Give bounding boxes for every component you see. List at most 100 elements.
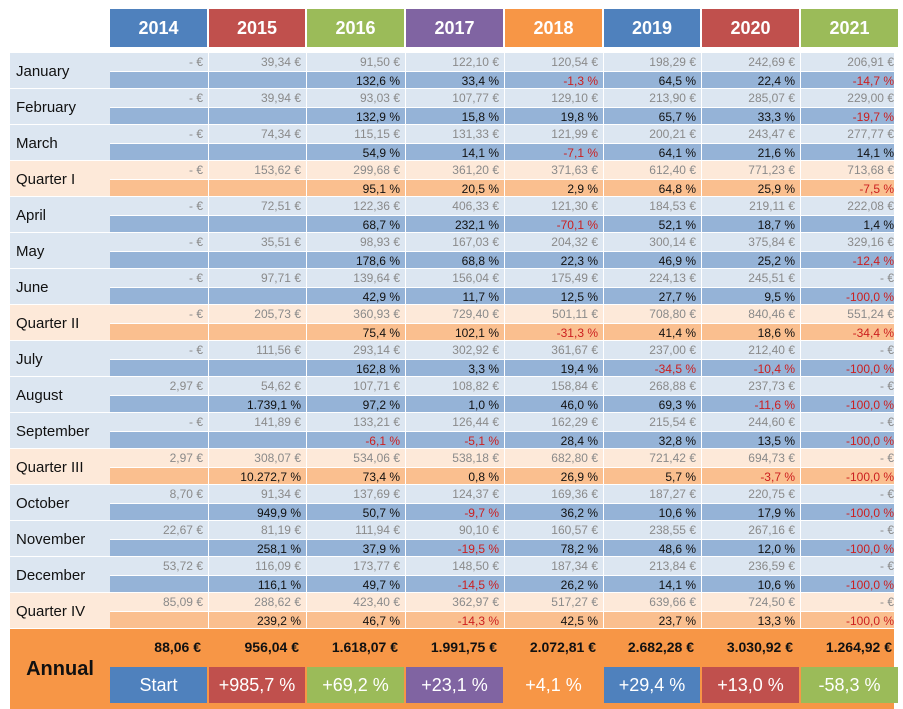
value-cell: 551,24 € bbox=[847, 307, 894, 321]
column-divider bbox=[701, 53, 702, 629]
value-cell: 267,16 € bbox=[748, 523, 795, 537]
value-cell: 215,54 € bbox=[649, 415, 696, 429]
value-cell: 39,94 € bbox=[260, 91, 301, 105]
percent-cell: 14,1 % bbox=[604, 575, 702, 593]
value-cell: 139,64 € bbox=[353, 271, 400, 285]
percent-cell bbox=[209, 251, 307, 269]
value-cell: 517,27 € bbox=[551, 595, 598, 609]
percent-cell: 20,5 % bbox=[406, 179, 505, 197]
percent-cell: 12,0 % bbox=[702, 539, 801, 557]
value-cell: 694,73 € bbox=[748, 451, 795, 465]
column-divider bbox=[208, 53, 209, 629]
percent-cell: 18,6 % bbox=[702, 323, 801, 341]
month-label: May bbox=[10, 233, 110, 269]
value-cell: 107,77 € bbox=[452, 91, 499, 105]
value-cell: 74,34 € bbox=[260, 127, 301, 141]
percent-cell: -34,4 % bbox=[801, 323, 900, 341]
percent-cell: -100,0 % bbox=[801, 395, 900, 413]
value-cell: - € bbox=[188, 235, 203, 249]
percent-cell: 26,2 % bbox=[505, 575, 604, 593]
month-label: March bbox=[10, 125, 110, 161]
percent-cell: 95,1 % bbox=[307, 179, 406, 197]
percent-cell: -70,1 % bbox=[505, 215, 604, 233]
value-cell: - € bbox=[188, 415, 203, 429]
value-cell: 162,29 € bbox=[551, 415, 598, 429]
annual-total: 2.682,28 € bbox=[627, 639, 694, 655]
percent-cell: 17,9 % bbox=[702, 503, 801, 521]
value-cell: 371,63 € bbox=[551, 163, 598, 177]
percent-cell: 68,7 % bbox=[307, 215, 406, 233]
row-separator bbox=[10, 412, 894, 413]
percent-cell: 19,8 % bbox=[505, 107, 604, 125]
percent-cell: -34,5 % bbox=[604, 359, 702, 377]
percent-cell: -3,7 % bbox=[702, 467, 801, 485]
value-cell: 107,71 € bbox=[353, 379, 400, 393]
value-cell: 126,44 € bbox=[452, 415, 499, 429]
value-cell: 2,97 € bbox=[169, 451, 203, 465]
percent-cell: 10,6 % bbox=[702, 575, 801, 593]
percent-cell bbox=[209, 215, 307, 233]
month-label: February bbox=[10, 89, 110, 125]
month-label: June bbox=[10, 269, 110, 305]
value-cell: 375,84 € bbox=[748, 235, 795, 249]
percent-cell: 37,9 % bbox=[307, 539, 406, 557]
month-label: July bbox=[10, 341, 110, 377]
value-cell: 148,50 € bbox=[452, 559, 499, 573]
percent-cell: 9,5 % bbox=[702, 287, 801, 305]
value-cell: 612,40 € bbox=[649, 163, 696, 177]
percent-cell: -7,1 % bbox=[505, 143, 604, 161]
value-cell: - € bbox=[879, 415, 894, 429]
percent-cell: 162,8 % bbox=[307, 359, 406, 377]
month-label: September bbox=[10, 413, 110, 449]
percent-cell: 33,4 % bbox=[406, 71, 505, 89]
value-cell: - € bbox=[879, 487, 894, 501]
value-cell: 308,07 € bbox=[254, 451, 301, 465]
percent-cell bbox=[110, 215, 209, 233]
value-cell: 53,72 € bbox=[162, 559, 203, 573]
percent-cell: 64,5 % bbox=[604, 71, 702, 89]
value-cell: - € bbox=[188, 199, 203, 213]
percent-cell bbox=[110, 143, 209, 161]
value-cell: 237,00 € bbox=[649, 343, 696, 357]
value-cell: 54,62 € bbox=[260, 379, 301, 393]
value-cell: - € bbox=[188, 163, 203, 177]
value-cell: - € bbox=[879, 379, 894, 393]
percent-cell bbox=[110, 323, 209, 341]
annual-label: Annual bbox=[26, 657, 94, 680]
percent-cell bbox=[110, 539, 209, 557]
percent-cell: 42,9 % bbox=[307, 287, 406, 305]
percent-cell: -100,0 % bbox=[801, 539, 900, 557]
percent-cell: -12,4 % bbox=[801, 251, 900, 269]
percent-cell: 97,2 % bbox=[307, 395, 406, 413]
value-cell: 8,70 € bbox=[169, 487, 203, 501]
quarter-label: Quarter I bbox=[10, 161, 110, 197]
value-cell: 682,80 € bbox=[551, 451, 598, 465]
value-cell: - € bbox=[879, 271, 894, 285]
percent-cell bbox=[209, 71, 307, 89]
month-label: October bbox=[10, 485, 110, 521]
row-separator bbox=[10, 160, 894, 161]
value-cell: 288,62 € bbox=[254, 595, 301, 609]
value-cell: 167,03 € bbox=[452, 235, 499, 249]
row-separator bbox=[10, 556, 894, 557]
row-separator bbox=[10, 592, 894, 593]
month-label: January bbox=[10, 53, 110, 89]
percent-cell: 46,7 % bbox=[307, 611, 406, 629]
value-cell: 158,84 € bbox=[551, 379, 598, 393]
value-cell: 169,36 € bbox=[551, 487, 598, 501]
annual-change: +985,7 % bbox=[209, 667, 305, 703]
year-header-2015: 2015 bbox=[209, 9, 305, 47]
percent-cell: 116,1 % bbox=[209, 575, 307, 593]
value-cell: 187,34 € bbox=[551, 559, 598, 573]
value-cell: 121,30 € bbox=[551, 199, 598, 213]
percent-cell: -14,5 % bbox=[406, 575, 505, 593]
quarter-label: Quarter III bbox=[10, 449, 110, 485]
value-cell: 108,82 € bbox=[452, 379, 499, 393]
value-cell: 268,88 € bbox=[649, 379, 696, 393]
percent-cell: 14,1 % bbox=[801, 143, 900, 161]
percent-cell: 78,2 % bbox=[505, 539, 604, 557]
percent-cell: -9,7 % bbox=[406, 503, 505, 521]
value-cell: 35,51 € bbox=[260, 235, 301, 249]
value-cell: 2,97 € bbox=[169, 379, 203, 393]
percent-cell: 68,8 % bbox=[406, 251, 505, 269]
